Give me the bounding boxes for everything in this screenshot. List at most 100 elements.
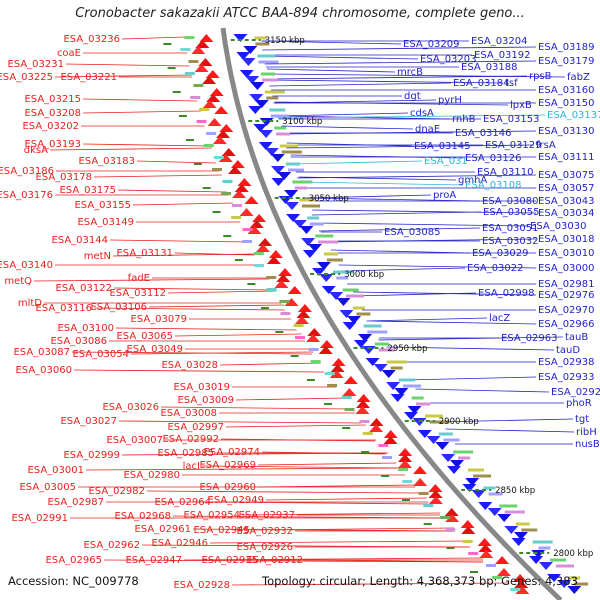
forward-gene-arrow: [255, 244, 270, 252]
feature-block: [221, 192, 232, 195]
leader-line-ESA_03144: [109, 239, 249, 243]
gene-label-ESA_02991: ESA_02991: [11, 513, 68, 524]
reverse-gene-arrow: [248, 106, 263, 114]
feature-block: [310, 360, 321, 363]
leader-line-ESA_03051: [318, 227, 481, 232]
gene-label-ESA_03032: ESA_03032: [482, 236, 539, 247]
feature-block: [276, 132, 291, 136]
feature-block: [203, 144, 214, 147]
gene-label-ESA_03202: ESA_03202: [22, 121, 79, 132]
forward-gene-arrow: [244, 196, 259, 204]
gene-label-ESA_03146: ESA_03146: [455, 128, 512, 139]
gene-label-ESA_03215: ESA_03215: [24, 94, 81, 105]
feature-block: [294, 186, 307, 190]
gene-label-ESA_03026: ESA_03026: [102, 402, 159, 413]
feature-block: [280, 312, 291, 315]
gene-label-nusB: nusB: [575, 439, 600, 450]
feature-block: [403, 384, 422, 388]
reverse-gene-arrow: [347, 316, 361, 324]
feature-block: [382, 456, 393, 459]
forward-gene-arrow: [428, 490, 443, 498]
gene-label-tsf: tsf: [505, 78, 518, 89]
feature-block: [242, 240, 253, 243]
feature-block: [458, 456, 471, 460]
feature-block: [424, 414, 443, 418]
reverse-gene-arrow: [284, 190, 299, 198]
feature-block: [266, 96, 279, 100]
forward-gene-arrow: [278, 268, 293, 276]
feature-block: [336, 276, 349, 280]
feature-block: [342, 288, 359, 292]
leader-line-ESA_03106: [148, 304, 285, 308]
feature-block: [499, 504, 518, 508]
leader-line-ESA_02992: [220, 438, 376, 442]
leader-line-ESA_03075: [296, 174, 537, 179]
gene-label-tauB: tauB: [565, 332, 588, 343]
reverse-gene-arrow: [249, 94, 264, 102]
forward-gene-arrow: [342, 388, 357, 396]
gene-label-ESA_03001: ESA_03001: [27, 465, 84, 476]
gene-label-ESA_03079: ESA_03079: [130, 314, 187, 325]
leader-line-ESA_03183: [136, 160, 216, 164]
reverse-gene-arrow: [299, 226, 314, 234]
gene-label-ESA_03008: ESA_03008: [160, 408, 217, 419]
feature-block: [258, 60, 279, 64]
gene-label-rnhB: rnhB: [452, 114, 476, 125]
gene-label-proA: proA: [433, 190, 456, 201]
leader-line-ESA_02997: [225, 424, 366, 428]
gene-label-ESA_03043: ESA_03043: [538, 196, 595, 207]
gene-label-ESA_03149: ESA_03149: [77, 217, 134, 228]
feature-block: [253, 252, 264, 255]
forward-gene-arrow: [398, 448, 413, 456]
gene-label-lacI: lacI: [183, 461, 200, 472]
gene-label-ESA_02932: ESA_02932: [236, 526, 293, 537]
forward-gene-arrow: [202, 100, 217, 108]
feature-block: [254, 36, 267, 40]
reverse-gene-arrow: [435, 442, 450, 450]
feature-block: [295, 336, 306, 339]
gene-label-ESA_03183: ESA_03183: [78, 156, 135, 167]
kbp-tick-label: 3000 kbp: [344, 270, 384, 280]
gene-label-ESA_03009: ESA_03009: [177, 395, 234, 406]
forward-gene-arrow: [318, 346, 333, 354]
forward-gene-arrow: [205, 70, 220, 78]
feature-block: [213, 156, 224, 159]
gene-label-ESA_03160: ESA_03160: [538, 85, 595, 96]
leader-line-ribH: [445, 428, 575, 433]
reverse-gene-arrow: [245, 76, 260, 84]
forward-gene-arrow: [331, 358, 346, 366]
gene-label-ESA_03129: ESA_03129: [485, 140, 542, 151]
feature-block: [473, 474, 492, 478]
gene-label-ESA_03145: ESA_03145: [414, 141, 471, 152]
feature-block: [374, 342, 389, 346]
forward-gene-arrow: [284, 298, 299, 306]
forward-gene-arrow: [497, 568, 512, 576]
leader-line-ESA_03178: [93, 174, 222, 178]
forward-gene-arrow: [428, 484, 443, 492]
leader-line-ESA_03203: [264, 55, 419, 60]
gene-label-ESA_03100: ESA_03100: [57, 323, 114, 334]
reverse-gene-arrow: [336, 298, 351, 306]
forward-gene-arrow: [266, 256, 281, 264]
leader-line-ESA_03126: [290, 154, 464, 159]
forward-gene-arrow: [230, 160, 245, 168]
gene-label-ESA_03030: ESA_03030: [530, 221, 587, 232]
leader-line-ESA_03179: [264, 60, 537, 65]
forward-gene-arrow: [330, 364, 345, 372]
gene-label-ESA_03131: ESA_03131: [116, 248, 173, 259]
forward-gene-arrow: [356, 394, 371, 402]
forward-gene-arrow: [355, 406, 370, 414]
leader-line-ESA_02976: [353, 291, 537, 296]
reverse-gene-arrow: [417, 430, 432, 438]
gene-label-ESA_03057: ESA_03057: [538, 183, 595, 194]
reverse-gene-arrow: [284, 202, 299, 210]
feature-block: [344, 408, 355, 411]
feature-block: [468, 468, 484, 472]
reverse-gene-arrow: [258, 142, 273, 150]
forward-gene-arrow: [514, 580, 529, 588]
gene-label-ESA_02999: ESA_02999: [63, 450, 120, 461]
forward-gene-arrow: [237, 178, 252, 186]
leader-line-ESA_02960: [257, 484, 416, 488]
forward-gene-arrow: [297, 304, 312, 312]
reverse-gene-arrow: [321, 286, 336, 294]
